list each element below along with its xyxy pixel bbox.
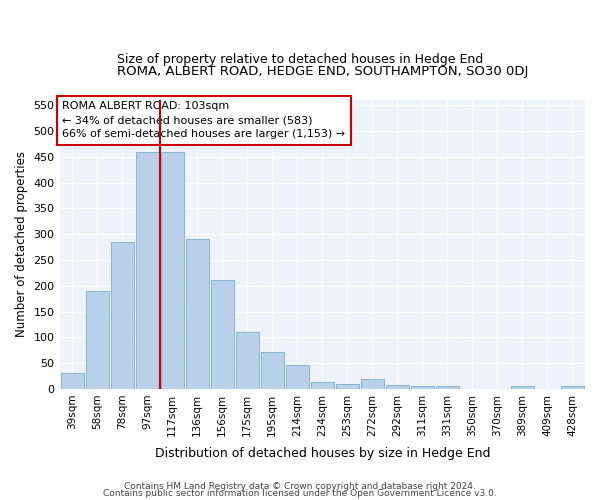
X-axis label: Distribution of detached houses by size in Hedge End: Distribution of detached houses by size … xyxy=(155,447,490,460)
Bar xyxy=(286,365,309,389)
Bar xyxy=(411,386,434,389)
Title: ROMA, ALBERT ROAD, HEDGE END, SOUTHAMPTON, SO30 0DJ: ROMA, ALBERT ROAD, HEDGE END, SOUTHAMPTO… xyxy=(116,65,528,78)
Text: Size of property relative to detached houses in Hedge End: Size of property relative to detached ho… xyxy=(117,52,483,66)
Bar xyxy=(336,384,359,389)
Bar xyxy=(211,280,233,389)
Bar xyxy=(261,352,284,389)
Bar xyxy=(61,374,83,389)
Bar xyxy=(436,386,459,389)
Text: Contains public sector information licensed under the Open Government Licence v3: Contains public sector information licen… xyxy=(103,489,497,498)
Bar xyxy=(161,152,184,389)
Text: Contains HM Land Registry data © Crown copyright and database right 2024.: Contains HM Land Registry data © Crown c… xyxy=(124,482,476,491)
Bar xyxy=(86,291,109,389)
Text: ROMA ALBERT ROAD: 103sqm
← 34% of detached houses are smaller (583)
66% of semi-: ROMA ALBERT ROAD: 103sqm ← 34% of detach… xyxy=(62,102,345,140)
Bar xyxy=(311,382,334,389)
Y-axis label: Number of detached properties: Number of detached properties xyxy=(15,152,28,338)
Bar xyxy=(361,378,384,389)
Bar xyxy=(386,386,409,389)
Bar xyxy=(236,332,259,389)
Bar xyxy=(136,152,158,389)
Bar xyxy=(561,386,584,389)
Bar xyxy=(185,240,209,389)
Bar xyxy=(110,242,134,389)
Bar xyxy=(511,386,534,389)
